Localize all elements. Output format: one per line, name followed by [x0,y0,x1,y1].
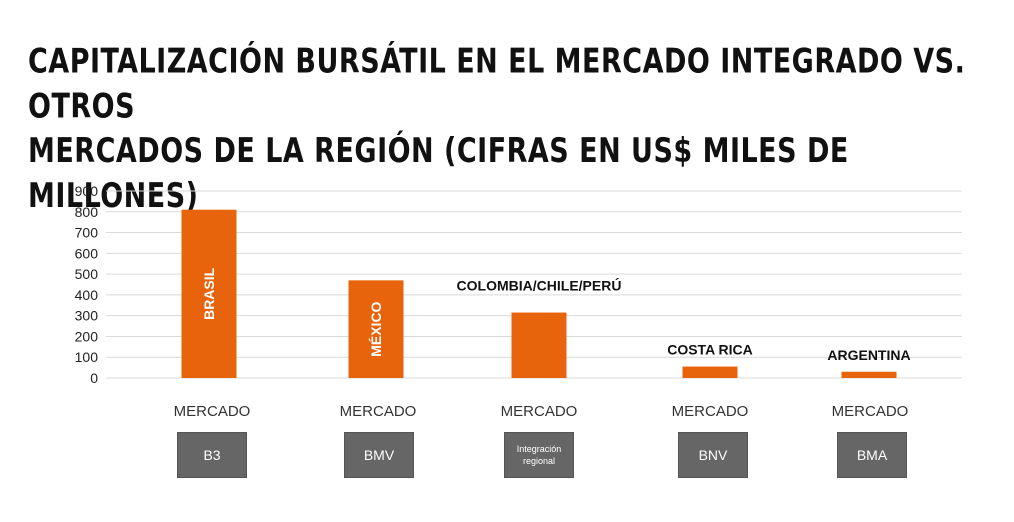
market-box-integracion-regional: Integración regional [504,432,574,478]
y-tick-label: 900 [75,183,99,199]
y-tick-label: 400 [75,287,99,303]
y-axis: 0 100 200 300 400 500 600 700 800 900 [75,183,99,386]
bar-label: MÉXICO [368,301,384,356]
bar-argentina [841,371,897,378]
bar-label: COLOMBIA/CHILE/PERÚ [457,277,622,294]
bar-colombia-chile-per- [511,312,567,378]
market-label-3: MERCADO [500,403,578,420]
market-label-1: MERCADO [173,403,251,420]
y-tick-label: 100 [75,349,99,365]
y-tick-label: 0 [90,370,98,386]
bar-label: BRASIL [201,267,217,320]
bars: BRASIL MÉXICO COLOMBIA/CHILE/PERÚ COSTA RIC… [181,209,911,378]
market-box-b3: B3 [177,432,247,478]
y-tick-label: 200 [75,328,99,344]
bar-m-xico [348,280,404,378]
market-box-bmv: BMV [344,432,414,478]
bar-chart: 0 100 200 300 400 500 600 700 800 900 BRASIL MÉXIC… [75,183,962,386]
y-tick-label: 300 [75,308,99,324]
market-label-5: MERCADO [831,403,909,420]
y-tick-label: 600 [75,245,99,261]
chart-title: CAPITALIZACIÓN BURSÁTIL EN EL MERCADO IN… [28,40,988,219]
bar-label: COSTA RICA [667,342,753,358]
bar-costa-rica [682,366,738,378]
market-label-2: MERCADO [339,403,417,420]
market-box-bnv: BNV [678,432,748,478]
y-tick-label: 500 [75,266,99,282]
y-tick-label: 800 [75,204,99,220]
y-tick-label: 700 [75,225,99,241]
bar-label: ARGENTINA [827,347,910,363]
market-label-4: MERCADO [671,403,749,420]
chart-title-line-2: MERCADOS DE LA REGIÓN (CIFRAS EN US$ MIL… [28,131,849,216]
chart-title-line-1: CAPITALIZACIÓN BURSÁTIL EN EL MERCADO IN… [28,42,966,127]
bar-brasil [181,209,237,378]
market-box-bma: BMA [837,432,907,478]
